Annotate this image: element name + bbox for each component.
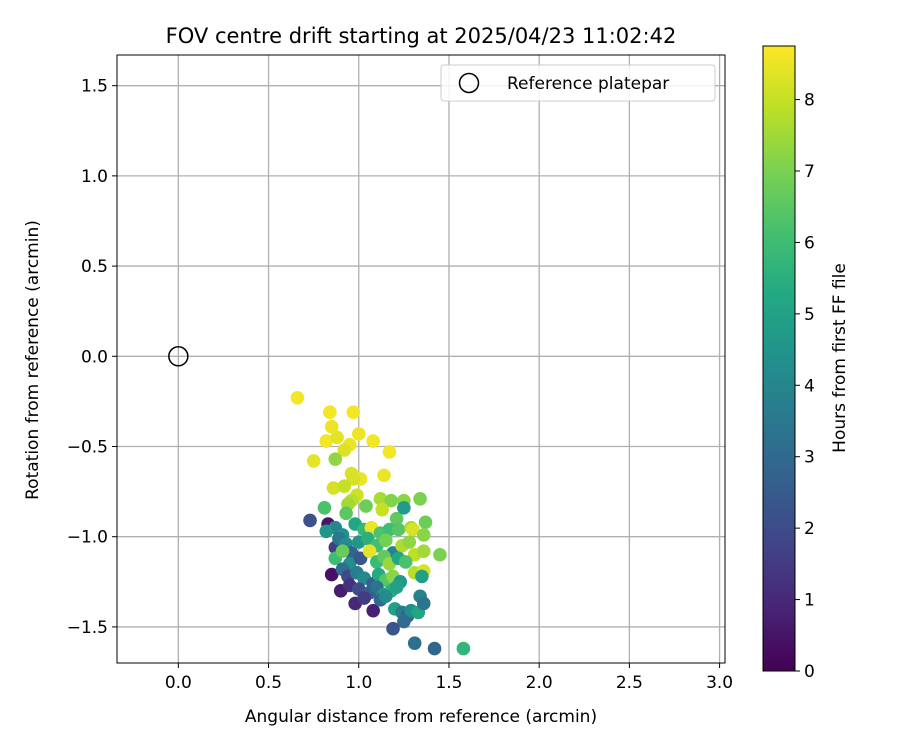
reference-platepar-point: [168, 346, 189, 367]
chart-title: FOV centre drift starting at 2025/04/23 …: [166, 24, 677, 48]
y-tick-label: −0.5: [67, 438, 108, 458]
scatter-point: [359, 499, 373, 513]
scatter-points: [290, 390, 471, 656]
scatter-point: [413, 492, 427, 506]
y-tick-label: −1.5: [67, 618, 108, 638]
scatter-point: [402, 535, 417, 549]
scatter-point: [379, 589, 393, 604]
scatter-point: [433, 547, 447, 562]
x-tick-label: 0.5: [255, 673, 282, 693]
legend-label: Reference platepar: [507, 74, 669, 94]
colorbar-tick-label: 1: [804, 591, 815, 611]
scatter-point: [319, 524, 334, 539]
x-tick-label: 2.5: [616, 673, 643, 693]
scatter-point: [427, 641, 442, 656]
scatter-point: [398, 555, 413, 569]
scatter-point: [406, 522, 420, 537]
x-axis-label: Angular distance from reference (arcmin): [245, 707, 597, 727]
colorbar-label: Hours from first FF file: [830, 263, 850, 453]
x-tick-label: 2.0: [526, 673, 553, 693]
y-axis-ticks: −1.5 −1.0 −0.5 0.0 0.5 1.0 1.5: [67, 77, 117, 638]
x-tick-label: 1.0: [345, 673, 372, 693]
scatter-point: [335, 544, 350, 558]
scatter-point: [418, 515, 433, 530]
scatter-point: [339, 506, 353, 521]
scatter-point: [319, 434, 334, 448]
x-tick-label: 3.0: [706, 673, 733, 693]
scatter-point: [326, 481, 341, 495]
scatter-point: [416, 544, 431, 558]
scatter-point: [384, 493, 399, 508]
colorbar-gradient: [762, 45, 796, 672]
scatter-point: [303, 513, 317, 528]
reference-marker: [168, 346, 189, 367]
scatter-point: [377, 468, 391, 483]
x-tick-label: 0.0: [165, 673, 192, 693]
scatter-point: [337, 479, 352, 493]
scatter-point: [407, 636, 422, 650]
y-tick-label: −1.0: [67, 528, 108, 548]
scatter-point: [346, 405, 361, 420]
scatter-point: [397, 614, 411, 629]
scatter-point: [391, 522, 406, 537]
colorbar-tick-label: 2: [804, 519, 815, 539]
legend: Reference platepar: [440, 64, 716, 102]
scatter-point: [337, 443, 352, 457]
y-tick-label: 1.5: [81, 77, 108, 97]
colorbar-tick-label: 0: [804, 662, 815, 682]
scatter-point: [456, 641, 471, 656]
colorbar-tick-label: 3: [804, 448, 815, 468]
scatter-point: [373, 492, 388, 506]
legend-box: [440, 64, 716, 102]
plot-frame: [116, 54, 726, 664]
y-axis-label: Rotation from reference (arcmin): [23, 220, 43, 500]
scatter-point: [317, 501, 332, 515]
scatter-point: [330, 430, 344, 445]
scatter-point: [366, 434, 380, 448]
scatter-point: [323, 405, 337, 420]
scatter-point: [357, 591, 371, 605]
scatter-point: [328, 452, 343, 466]
scatter-point: [415, 569, 429, 584]
x-axis-ticks: 0.0 0.5 1.0 1.5 2.0 2.5 3.0: [165, 663, 733, 693]
scatter-point: [375, 502, 390, 517]
scatter-point: [386, 621, 400, 636]
scatter-point: [416, 596, 431, 611]
scatter-point: [324, 567, 339, 582]
scatter-point: [362, 544, 377, 558]
colorbar-tick-label: 7: [804, 162, 815, 182]
colorbar-tick-label: 5: [804, 305, 815, 325]
scatter-point: [389, 580, 404, 595]
scatter-point: [389, 511, 404, 526]
scatter-point: [306, 454, 321, 468]
colorbar-tick-label: 8: [804, 91, 815, 111]
colorbar-tick-label: 6: [804, 233, 815, 253]
colorbar-tick-label: 4: [804, 376, 815, 396]
legend-marker: [458, 72, 480, 94]
y-tick-label: 0.5: [81, 257, 108, 277]
x-tick-label: 1.5: [435, 673, 462, 693]
scatter-point: [416, 528, 431, 542]
scatter-point: [366, 603, 380, 618]
y-tick-label: 1.0: [81, 167, 108, 187]
scatter-point: [397, 501, 411, 515]
scatter-point: [379, 533, 393, 548]
scatter-point: [351, 427, 366, 441]
scatter-point: [324, 419, 339, 434]
colorbar-ticks: 0 1 2 3 4 5 6 7 8: [795, 91, 815, 682]
y-tick-label: 0.0: [81, 347, 108, 367]
colorbar: 0 1 2 3 4 5 6 7 8 Hours from first FF file: [762, 45, 850, 682]
scatter-point: [290, 390, 305, 405]
scatter-point: [382, 445, 397, 459]
